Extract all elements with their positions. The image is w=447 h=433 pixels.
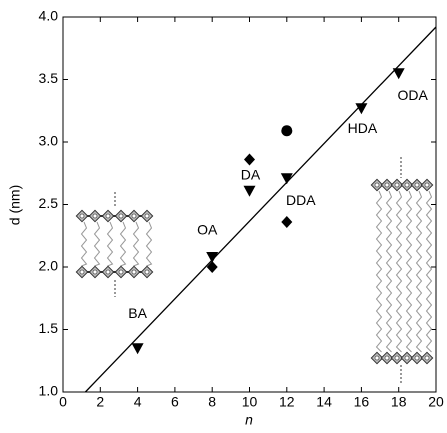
decor [105, 269, 111, 275]
decor [132, 221, 140, 267]
decor [106, 221, 114, 267]
decor [131, 213, 137, 219]
point-label: DDA [286, 192, 316, 208]
decor [384, 355, 390, 361]
decor [414, 182, 420, 188]
marker [281, 125, 293, 137]
decor [384, 182, 390, 188]
y-tick-label: 2.5 [39, 195, 59, 211]
point-label: OA [197, 222, 218, 238]
decor [145, 221, 153, 267]
decor [92, 213, 98, 219]
decor [424, 355, 430, 361]
decor [144, 269, 150, 275]
y-tick-label: 1.0 [39, 383, 59, 399]
decor [119, 221, 127, 267]
y-tick-label: 3.0 [39, 133, 59, 149]
marker [243, 185, 256, 197]
decor [79, 269, 85, 275]
decor [394, 355, 400, 361]
x-tick-label: 14 [316, 394, 332, 410]
x-tick-label: 20 [428, 394, 444, 410]
decor [415, 190, 423, 353]
decor [375, 190, 383, 353]
point-label: BA [128, 305, 147, 321]
decor [80, 221, 88, 267]
point-label: DA [241, 166, 261, 182]
x-tick-label: 18 [391, 394, 407, 410]
y-axis-label: d (nm) [7, 185, 23, 225]
decor [385, 190, 393, 353]
plot-frame [62, 16, 437, 393]
marker [281, 216, 293, 228]
marker [280, 173, 293, 185]
x-tick-label: 8 [208, 394, 216, 410]
decor [404, 355, 410, 361]
decor [92, 269, 98, 275]
decor [405, 190, 413, 353]
decor [118, 213, 124, 219]
x-tick-label: 10 [242, 394, 258, 410]
y-tick-label: 3.5 [39, 70, 59, 86]
marker [206, 261, 218, 273]
y-tick-label: 2.0 [39, 258, 59, 274]
x-tick-label: 16 [354, 394, 370, 410]
marker [355, 103, 368, 115]
y-tick-label: 4.0 [39, 8, 59, 24]
marker [131, 343, 144, 355]
point-label: HDA [348, 120, 378, 136]
x-tick-label: 0 [59, 394, 67, 410]
marker [392, 68, 405, 80]
marker [244, 153, 255, 166]
decor [144, 213, 150, 219]
decor [414, 355, 420, 361]
decor [394, 182, 400, 188]
decor [79, 213, 85, 219]
x-tick-label: 2 [96, 394, 104, 410]
decor [118, 269, 124, 275]
point-label: ODA [398, 87, 429, 103]
decor [404, 182, 410, 188]
decor [425, 190, 433, 353]
decor [395, 190, 403, 353]
decor [374, 355, 380, 361]
x-tick-label: 4 [134, 394, 142, 410]
y-tick-label: 1.5 [39, 320, 59, 336]
x-tick-label: 6 [171, 394, 179, 410]
decor [131, 269, 137, 275]
fit-line [84, 26, 437, 393]
x-tick-label: 12 [279, 394, 295, 410]
marker [206, 252, 219, 263]
decor [105, 213, 111, 219]
decor [424, 182, 430, 188]
x-axis-label: n [245, 412, 253, 428]
decor [93, 221, 101, 267]
decor [374, 182, 380, 188]
